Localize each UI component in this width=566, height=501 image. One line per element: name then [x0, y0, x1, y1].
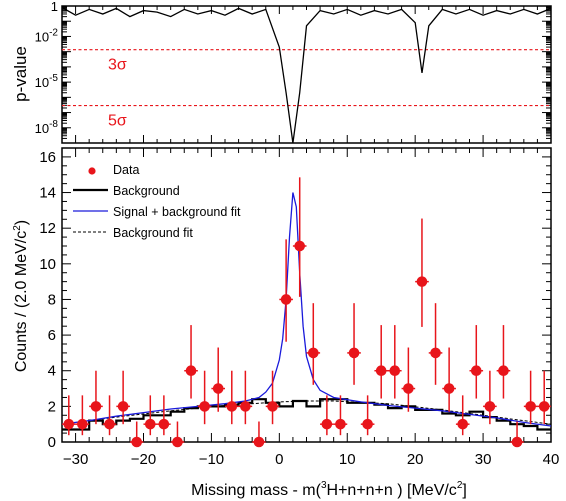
data-point — [294, 240, 306, 252]
data-point — [185, 365, 197, 377]
y-tick-labels: 0 2 4 6 8 10 12 14 16 — [39, 149, 56, 451]
top-y-tick-label: 10-5 — [35, 73, 59, 90]
x-tick-labels: −30 −20 −10 0 10 20 30 40 — [63, 451, 559, 468]
x-tick-label: 20 — [407, 451, 424, 468]
y-tick-label: 10 — [39, 256, 56, 273]
legend: Data Background Signal + background fit Bac… — [73, 163, 241, 240]
y-tick-label: 0 — [48, 434, 56, 451]
signal-fit-group — [61, 192, 552, 427]
y-tick-label: 2 — [48, 398, 56, 415]
data-point — [430, 347, 441, 359]
top-y-tick-label: 10-8 — [35, 119, 59, 136]
data-point — [212, 383, 224, 394]
data-point — [403, 383, 414, 394]
legend-label: Background — [113, 184, 180, 198]
sigma-label: 5σ — [108, 113, 127, 130]
data-point — [280, 294, 292, 305]
data-point — [226, 401, 238, 412]
background-fit-group — [61, 400, 552, 425]
y-axis-label: Counts / (2.0 MeV/c2) — [12, 220, 30, 372]
legend-label: Data — [113, 163, 139, 177]
data-point — [335, 418, 346, 430]
data-point — [443, 383, 455, 394]
legend-label: Background fit — [113, 226, 193, 240]
y-tick-label: 12 — [39, 220, 56, 237]
x-axis-label: Missing mass - m(3H+n+n+n ) [MeV/c2] — [191, 480, 467, 499]
data-point — [457, 418, 469, 430]
data-point — [416, 276, 428, 287]
data-point — [90, 401, 102, 412]
y-tick-label: 8 — [48, 291, 56, 308]
signal-background-fit-line — [61, 192, 552, 427]
sigma-lines: 3σ 5σ — [62, 49, 551, 130]
x-tick-label: −20 — [131, 451, 156, 468]
data-point — [389, 365, 401, 377]
data-point — [199, 401, 210, 412]
x-tick-label: 0 — [275, 451, 283, 468]
top-y-axis-label: p-value — [11, 46, 30, 102]
data-point — [525, 401, 536, 412]
data-point — [253, 436, 265, 448]
data-point — [63, 418, 75, 430]
data-point — [375, 365, 387, 377]
bottom-ticks — [61, 148, 552, 443]
data-point — [511, 436, 523, 448]
data-point — [362, 418, 373, 430]
legend-label: Signal + background fit — [113, 205, 241, 219]
p-value-curve — [61, 6, 552, 144]
data-point — [104, 418, 115, 430]
top-ticks — [62, 6, 552, 144]
data-point — [131, 436, 143, 448]
top-y-tick-label: 10-2 — [35, 27, 59, 44]
sigma-label: 3σ — [108, 57, 127, 74]
x-tick-label: −10 — [199, 451, 224, 468]
x-tick-label: 30 — [475, 451, 492, 468]
p-value-panel: 3σ 5σ 1 10-2 10-5 10-8 p-value — [11, 0, 552, 144]
data-point — [117, 401, 129, 412]
counts-panel: −30 −20 −10 0 10 20 30 40 0 2 4 6 8 10 12 14 16 Data Bac… — [12, 147, 559, 499]
data-point — [172, 436, 183, 448]
x-tick-label: 40 — [543, 451, 560, 468]
data-point — [470, 365, 482, 377]
x-tick-label: 10 — [339, 451, 356, 468]
y-tick-label: 4 — [48, 363, 56, 380]
data-point — [538, 401, 550, 412]
background-fit-line — [61, 400, 552, 425]
legend-data-marker — [88, 167, 96, 175]
top-y-tick-label: 1 — [51, 0, 58, 14]
data-point — [321, 418, 333, 430]
y-tick-label: 14 — [39, 185, 56, 202]
data-points-group — [61, 177, 552, 448]
data-point — [158, 418, 170, 430]
data-point — [348, 347, 360, 359]
p-value-curve-group — [61, 6, 552, 144]
data-point — [307, 347, 319, 359]
data-point — [77, 418, 88, 430]
data-point — [498, 365, 509, 377]
data-point — [484, 401, 496, 412]
background-histogram — [62, 398, 551, 431]
data-point — [267, 401, 278, 412]
data-point — [240, 401, 251, 412]
data-point — [144, 418, 156, 430]
top-y-tick-labels: 1 10-2 10-5 10-8 — [35, 0, 59, 136]
background-histogram-group — [62, 398, 551, 431]
x-tick-label: −30 — [63, 451, 88, 468]
y-tick-label: 16 — [39, 149, 56, 166]
y-tick-label: 6 — [48, 327, 56, 344]
